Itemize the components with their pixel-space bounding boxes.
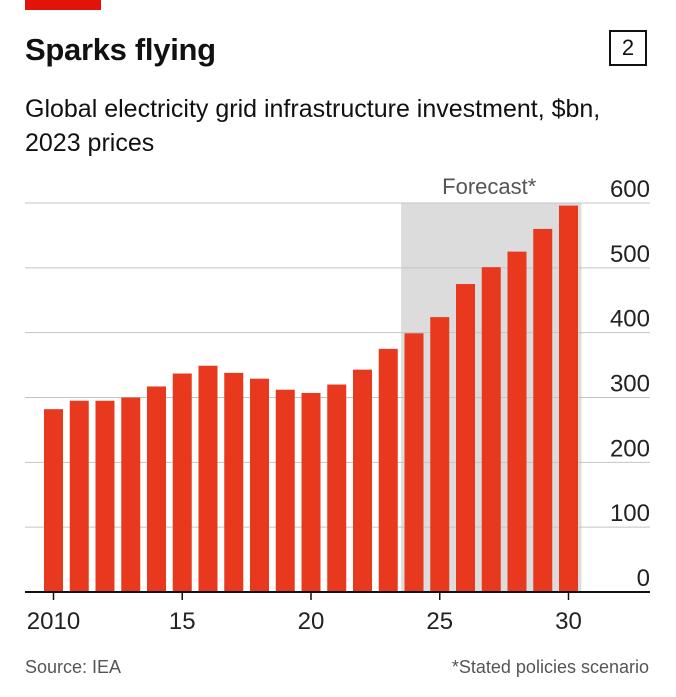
bar — [353, 369, 372, 592]
chart-subtitle: Global electricity grid infrastructure i… — [25, 95, 601, 157]
bar — [172, 373, 192, 592]
y-tick-label: 300 — [610, 371, 650, 398]
chart-number-badge: 2 — [609, 30, 647, 66]
bar — [533, 228, 553, 592]
bar-chart: Forecast* 0 100 200 300 400 500 600 2010 15 20 25 30 — [25, 174, 650, 635]
source-note: Source: IEA — [25, 657, 122, 677]
bar — [430, 317, 450, 592]
y-tick-label: 0 — [637, 565, 650, 592]
bar — [481, 267, 501, 592]
bar — [275, 389, 295, 592]
bar — [147, 386, 166, 592]
x-tick-label: 25 — [426, 608, 453, 635]
y-tick-label: 100 — [610, 500, 650, 527]
y-tick-label: 500 — [610, 241, 650, 268]
x-tick-label: 20 — [298, 608, 325, 635]
bar — [95, 400, 115, 592]
y-tick-label: 200 — [610, 435, 650, 462]
bar — [327, 384, 347, 592]
forecast-label: Forecast* — [442, 174, 537, 199]
bar — [224, 372, 244, 592]
bar — [250, 378, 269, 592]
bar — [44, 409, 63, 592]
bar — [69, 400, 89, 592]
bar — [507, 251, 527, 592]
bar — [559, 205, 578, 593]
bar — [378, 348, 398, 592]
bar — [456, 284, 475, 592]
x-tick-label: 30 — [555, 608, 582, 635]
scenario-footnote: *Stated policies scenario — [451, 657, 649, 677]
y-tick-label: 400 — [610, 306, 650, 333]
accent-bar — [25, 0, 101, 10]
chart-title: Sparks flying — [25, 32, 216, 67]
bar — [121, 397, 141, 592]
bar — [301, 392, 321, 592]
bar — [198, 365, 218, 592]
y-tick-label: 600 — [610, 176, 650, 203]
x-tick-label: 2010 — [27, 608, 80, 635]
bar — [404, 333, 424, 592]
x-tick-label: 15 — [169, 608, 196, 635]
